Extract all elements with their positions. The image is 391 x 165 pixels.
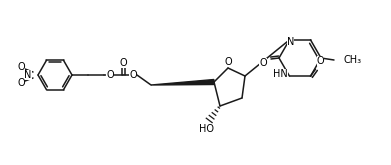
Text: O: O — [259, 58, 267, 68]
Text: HO: HO — [199, 124, 213, 134]
Text: O: O — [106, 70, 114, 80]
Text: O: O — [17, 62, 25, 72]
Text: O: O — [119, 58, 127, 68]
Text: HN: HN — [273, 69, 287, 79]
Text: CH₃: CH₃ — [343, 55, 361, 65]
Text: O: O — [224, 57, 232, 67]
Text: O: O — [129, 70, 137, 80]
Text: O: O — [317, 56, 324, 66]
Text: O: O — [17, 78, 25, 88]
Polygon shape — [151, 80, 214, 85]
Text: N: N — [24, 70, 32, 80]
Text: N: N — [287, 37, 294, 47]
